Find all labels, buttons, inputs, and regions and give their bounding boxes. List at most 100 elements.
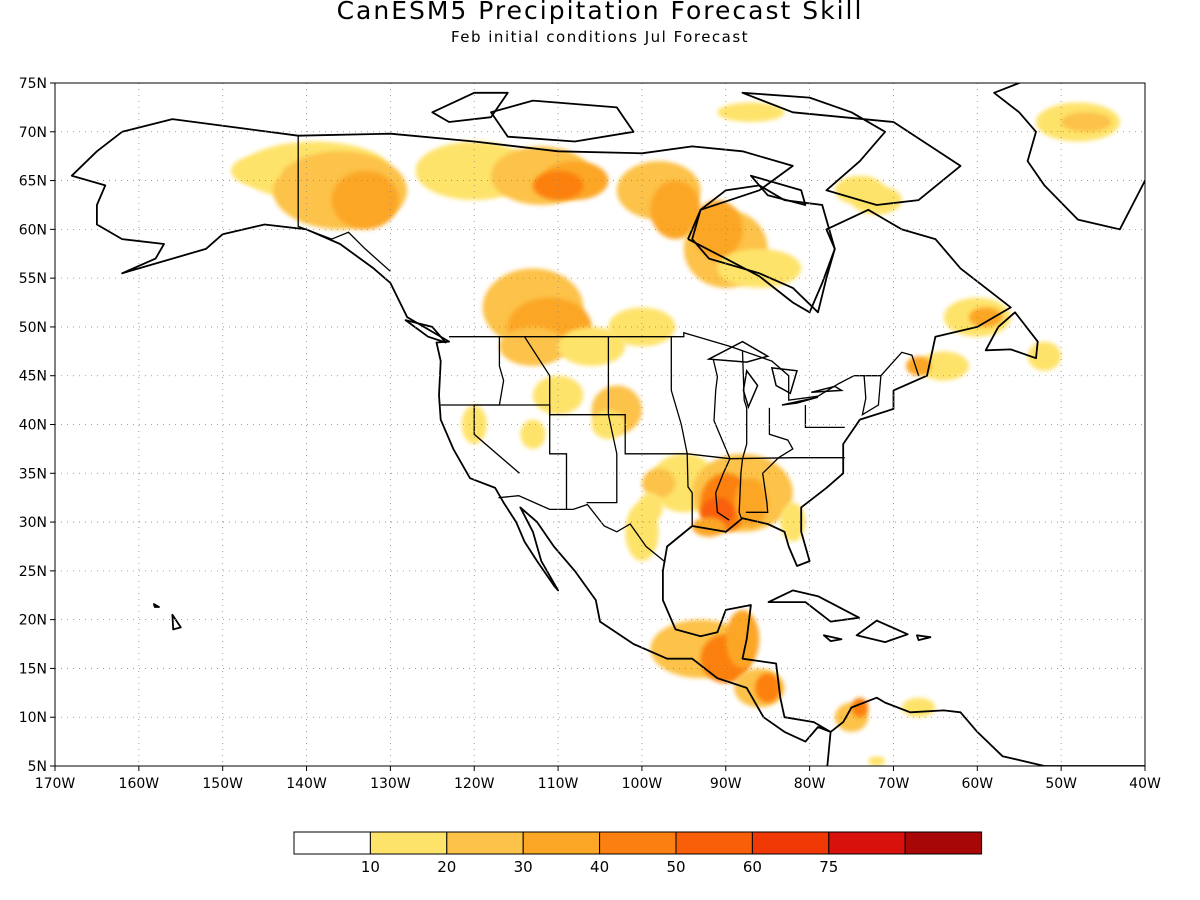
- coastline: [404, 319, 447, 344]
- great-lake: [781, 396, 819, 406]
- legend-swatch: [293, 831, 371, 855]
- political-border: [449, 331, 920, 401]
- legend-swatch: [828, 831, 906, 855]
- skill-patch: [591, 409, 626, 440]
- political-border: [670, 336, 693, 525]
- skill-patch: [755, 673, 781, 703]
- lon-tick-label: 70W: [878, 776, 910, 792]
- lat-tick-label: 70N: [19, 125, 47, 141]
- coastline: [993, 83, 1145, 231]
- skill-patch: [725, 609, 760, 669]
- political-border: [738, 351, 748, 520]
- legend-label: 50: [666, 858, 685, 876]
- legend-label: 60: [743, 858, 762, 876]
- skill-patch: [1027, 341, 1062, 371]
- skill-patch: [734, 478, 768, 527]
- legend-swatch: [751, 831, 830, 855]
- political-border: [861, 375, 882, 417]
- legend-swatch: [675, 831, 753, 855]
- legend-label: 75: [819, 858, 838, 876]
- lat-tick-label: 30N: [19, 515, 47, 531]
- lon-tick-label: 80W: [794, 776, 826, 792]
- coastline: [431, 91, 509, 123]
- coastline: [823, 634, 843, 642]
- legend-label: 20: [437, 858, 456, 876]
- skill-patch: [717, 102, 785, 123]
- skill-patch: [650, 180, 701, 240]
- coastline: [152, 603, 160, 608]
- lon-tick-label: 40W: [1129, 776, 1161, 792]
- political-border: [297, 135, 391, 272]
- lon-tick-label: 60W: [961, 776, 993, 792]
- great-lake: [770, 367, 798, 395]
- axis-ticks: 170W 160W 150W 140W 130W 120W 110W 100W 90W 80W 70…: [19, 76, 1161, 792]
- chart-title: CanESM5 Precipitation Forecast Skill: [336, 0, 864, 25]
- political-border: [586, 336, 618, 504]
- legend-swatch: [522, 831, 601, 855]
- skill-shading: [231, 102, 1120, 766]
- great-lake: [706, 340, 770, 363]
- lon-tick-label: 160W: [119, 776, 160, 792]
- lat-tick-label: 40N: [19, 418, 47, 434]
- coastline: [171, 613, 182, 631]
- skill-patch: [851, 185, 902, 215]
- lon-tick-label: 110W: [538, 776, 579, 792]
- coastline: [490, 99, 635, 143]
- lat-tick-label: 20N: [19, 613, 47, 629]
- lon-tick-label: 130W: [370, 776, 411, 792]
- lat-tick-label: 65N: [19, 174, 47, 190]
- skill-patch: [868, 756, 886, 766]
- color-legend: 10 20 30 40 50 60 75: [293, 831, 983, 876]
- political-border: [712, 358, 731, 521]
- lon-tick-label: 50W: [1045, 776, 1077, 792]
- lon-tick-label: 140W: [286, 776, 327, 792]
- coastlines: [70, 83, 1145, 766]
- lat-tick-label: 55N: [19, 271, 47, 287]
- lon-tick-label: 120W: [454, 776, 495, 792]
- lon-tick-label: 100W: [622, 776, 663, 792]
- legend-swatch: [599, 831, 677, 855]
- coastline: [767, 589, 860, 623]
- legend-swatch: [369, 831, 448, 855]
- legend-swatch: [904, 831, 983, 855]
- skill-patch: [637, 492, 663, 523]
- lon-tick-label: 90W: [710, 776, 742, 792]
- skill-patch: [692, 517, 726, 537]
- coastline: [984, 311, 1039, 360]
- skill-patch: [520, 419, 546, 449]
- lat-tick-label: 25N: [19, 564, 47, 580]
- skill-patch: [608, 307, 676, 347]
- political-border: [804, 405, 845, 429]
- skill-patch: [1061, 112, 1112, 132]
- skill-patch: [692, 200, 743, 259]
- skill-patch: [717, 248, 802, 288]
- legend-label: 10: [361, 858, 380, 876]
- skill-patch: [499, 326, 567, 366]
- lat-tick-label: 10N: [19, 710, 47, 726]
- lat-tick-label: 5N: [28, 759, 47, 775]
- lat-tick-label: 75N: [19, 76, 47, 92]
- skill-patch: [331, 170, 399, 230]
- political-border: [473, 336, 520, 474]
- political-border: [745, 407, 794, 513]
- skill-patch: [641, 468, 676, 498]
- skill-patch: [906, 356, 932, 376]
- coastline: [855, 619, 909, 643]
- lon-tick-label: 150W: [202, 776, 243, 792]
- lat-tick-label: 15N: [19, 661, 47, 677]
- coastline: [750, 174, 807, 206]
- skill-patch: [968, 307, 1003, 327]
- lat-tick-label: 50N: [19, 320, 47, 336]
- coastline: [916, 634, 932, 641]
- hudson-bay-shore: [687, 184, 836, 314]
- lat-tick-label: 60N: [19, 222, 47, 238]
- political-border: [498, 495, 666, 563]
- legend-label: 30: [514, 858, 533, 876]
- lon-tick-label: 170W: [35, 776, 76, 792]
- political-border: [440, 404, 845, 460]
- political-border: [523, 336, 568, 510]
- skill-patch: [231, 156, 282, 186]
- legend-swatch: [446, 831, 524, 855]
- skill-patch: [901, 697, 936, 718]
